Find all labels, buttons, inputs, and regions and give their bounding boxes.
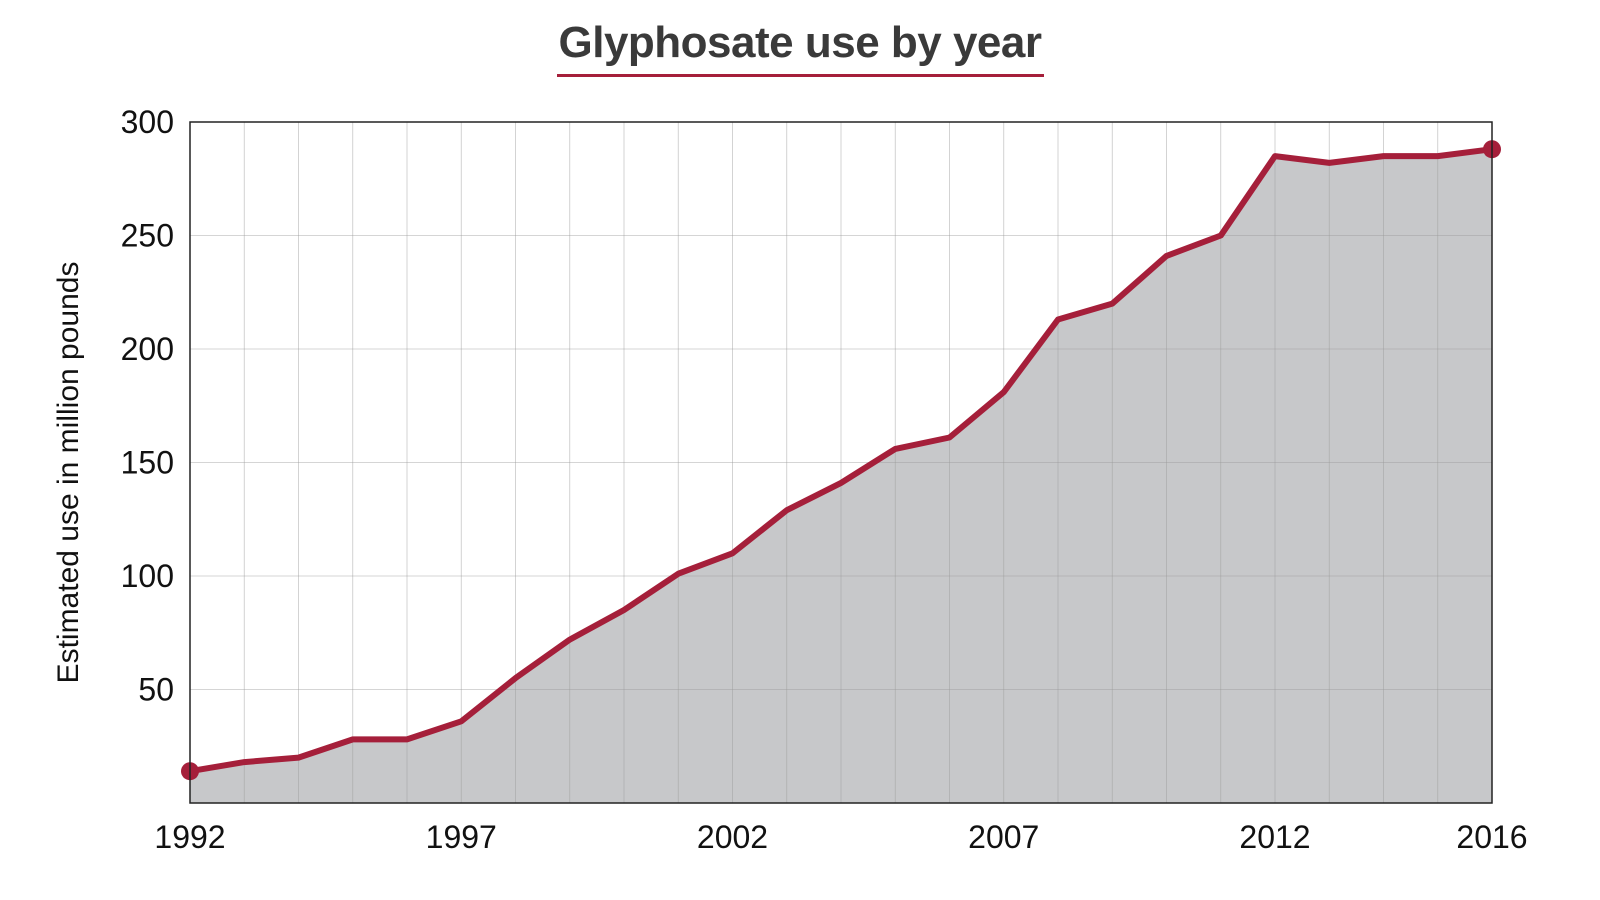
data-point	[1218, 233, 1224, 239]
x-tick-label: 2016	[1456, 819, 1527, 855]
x-tick-label: 1992	[154, 819, 225, 855]
plot-border	[189, 121, 1493, 804]
y-tick-label: 50	[138, 672, 174, 708]
series-line	[187, 146, 1495, 775]
data-point	[1001, 389, 1007, 395]
data-point	[350, 736, 356, 742]
x-tick-label: 2002	[697, 819, 768, 855]
x-tick-label: 2012	[1239, 819, 1310, 855]
data-point	[1055, 317, 1061, 323]
x-axis: 1992 1997 2002 2007 2012 2016	[154, 819, 1527, 855]
y-tick-label: 100	[121, 558, 174, 594]
data-point	[1109, 301, 1115, 307]
data-point	[838, 480, 844, 486]
x-tick-label: 1997	[426, 819, 497, 855]
data-point	[241, 759, 247, 765]
data-point	[458, 718, 464, 724]
data-point	[567, 637, 573, 643]
data-point	[947, 435, 953, 441]
y-tick-label: 200	[121, 331, 174, 367]
chart-title: Glyphosate use by year	[0, 18, 1600, 77]
data-point	[784, 507, 790, 513]
x-tick-label: 2007	[968, 819, 1039, 855]
y-tick-label: 250	[121, 218, 174, 254]
data-point	[621, 607, 627, 613]
y-axis: 50 100 150 200 250 300	[121, 104, 174, 708]
data-point	[513, 675, 519, 681]
data-point	[1435, 153, 1441, 159]
data-point	[1164, 253, 1170, 259]
data-point	[675, 571, 681, 577]
data-point	[1381, 153, 1387, 159]
data-point	[296, 755, 302, 761]
data-point	[1272, 153, 1278, 159]
y-tick-label: 300	[121, 104, 174, 140]
data-point	[404, 736, 410, 742]
y-axis-title: Estimated use in million pounds	[52, 262, 85, 684]
chart-title-text: Glyphosate use by year	[556, 18, 1044, 77]
data-point	[730, 550, 736, 556]
y-tick-label: 150	[121, 445, 174, 481]
plot-frame	[189, 121, 1493, 804]
data-point	[892, 446, 898, 452]
data-point	[1326, 160, 1332, 166]
